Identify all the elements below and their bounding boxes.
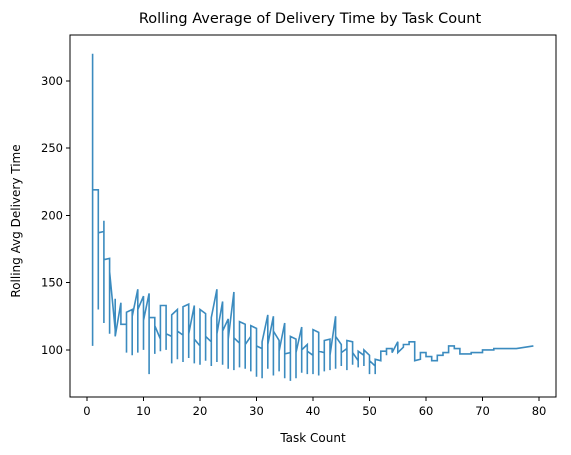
chart-title: Rolling Average of Delivery Time by Task…: [139, 11, 482, 27]
x-tick-label: 80: [532, 404, 547, 418]
x-tick-label: 0: [83, 404, 90, 418]
x-tick-label: 60: [419, 404, 434, 418]
y-axis-label: Rolling Avg Delivery Time: [9, 144, 23, 297]
x-tick-label: 40: [306, 404, 321, 418]
y-tick-label: 100: [41, 343, 63, 357]
x-tick-label: 30: [249, 404, 264, 418]
x-tick-label: 50: [362, 404, 377, 418]
x-axis-ticks: 0 10 20 30 40 50 60 70 80: [83, 397, 546, 418]
y-axis-ticks: 100 150 200 250 300: [41, 74, 70, 357]
y-tick-label: 300: [41, 74, 63, 88]
x-axis-label: Task Count: [279, 431, 346, 445]
series-line-rolling-average: [91, 53, 534, 381]
y-tick-label: 250: [41, 141, 63, 155]
y-tick-label: 150: [41, 276, 63, 290]
x-tick-label: 70: [475, 404, 490, 418]
x-tick-label: 10: [136, 404, 151, 418]
y-tick-label: 200: [41, 208, 63, 222]
plot-area: [69, 34, 557, 398]
x-tick-label: 20: [193, 404, 208, 418]
